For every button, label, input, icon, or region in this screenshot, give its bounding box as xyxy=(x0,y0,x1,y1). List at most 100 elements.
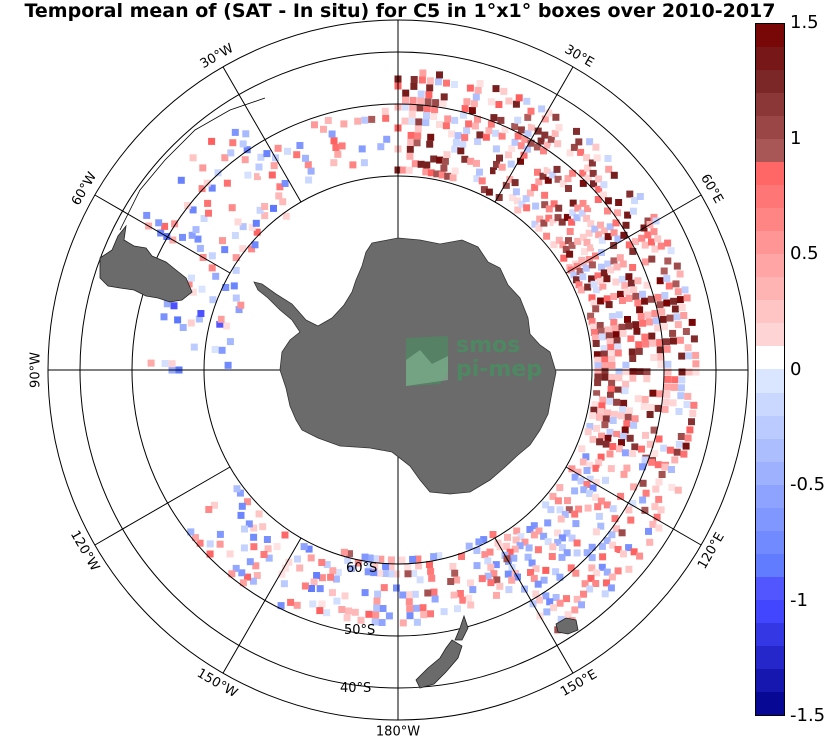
meridian-line xyxy=(565,466,702,546)
anomaly-cell xyxy=(568,534,576,542)
anomaly-cell xyxy=(240,544,248,552)
anomaly-cell xyxy=(414,132,422,140)
meridian-line xyxy=(94,194,231,274)
anomaly-cell xyxy=(372,604,380,612)
anomaly-cell xyxy=(595,185,603,193)
colorbar-step xyxy=(756,346,784,370)
anomaly-cell xyxy=(239,223,247,231)
anomaly-cell xyxy=(559,241,567,249)
new-zealand xyxy=(415,639,463,689)
anomaly-cell xyxy=(628,341,636,349)
anomaly-cell xyxy=(615,445,623,453)
anomaly-cell xyxy=(584,205,592,213)
anomaly-cell xyxy=(527,139,535,147)
anomaly-cell xyxy=(614,235,622,243)
anomaly-cell xyxy=(187,528,195,536)
anomaly-cell xyxy=(411,590,419,598)
anomaly-cell xyxy=(565,506,573,514)
anomaly-cell xyxy=(555,204,563,212)
anomaly-cell xyxy=(224,361,232,369)
anomaly-cell xyxy=(525,544,533,552)
anomaly-cell xyxy=(657,361,665,368)
anomaly-cell xyxy=(333,597,341,605)
anomaly-cell xyxy=(652,485,660,493)
anomaly-cell xyxy=(673,262,681,270)
anomaly-cell xyxy=(570,143,578,151)
colorbar-step xyxy=(756,47,784,71)
colorbar-tick-label: 0.5 xyxy=(790,243,819,264)
anomaly-cell xyxy=(189,154,197,162)
anomaly-cell xyxy=(370,569,378,577)
anomaly-cell xyxy=(616,254,624,262)
anomaly-cell xyxy=(378,619,386,626)
anomaly-cell xyxy=(591,225,599,233)
anomaly-cell xyxy=(583,239,591,246)
anomaly-cell xyxy=(251,241,259,249)
anomaly-cell xyxy=(496,154,503,162)
anomaly-cell xyxy=(607,391,614,399)
anomaly-cell xyxy=(532,202,540,210)
anomaly-cell xyxy=(373,597,381,605)
anomaly-cell xyxy=(190,343,198,351)
anomaly-cell xyxy=(433,170,441,178)
anomaly-cell xyxy=(552,113,560,121)
anomaly-cell xyxy=(487,579,495,587)
anomaly-cell xyxy=(549,171,557,179)
anomaly-cell xyxy=(609,505,617,513)
anomaly-cell xyxy=(680,450,688,458)
anomaly-cell xyxy=(221,154,229,162)
anomaly-cell xyxy=(246,558,254,566)
anomaly-cell xyxy=(302,154,309,162)
anomaly-cell xyxy=(349,161,357,169)
anomaly-cell xyxy=(293,151,301,159)
anomaly-cell xyxy=(556,599,564,607)
anomaly-cell xyxy=(644,311,652,319)
anomaly-cell xyxy=(218,346,226,354)
antarctica-landmass xyxy=(253,237,557,495)
anomaly-cell xyxy=(473,175,481,183)
anomaly-cell xyxy=(239,245,247,253)
anomaly-cell xyxy=(543,141,551,149)
anomaly-cell xyxy=(307,554,315,562)
anomaly-cell xyxy=(608,374,616,381)
anomaly-cell xyxy=(228,570,236,578)
anomaly-cell xyxy=(613,263,621,271)
anomaly-cell xyxy=(614,567,622,575)
anomaly-cell xyxy=(366,603,374,611)
anomaly-cell xyxy=(425,91,433,99)
anomaly-cell xyxy=(372,555,379,563)
anomaly-cell xyxy=(456,590,464,597)
anomaly-cell xyxy=(604,233,612,241)
anomaly-cell xyxy=(598,542,606,550)
anomaly-cell xyxy=(500,87,508,95)
anomaly-cell xyxy=(233,485,241,493)
anomaly-cell xyxy=(423,161,431,169)
anomaly-cell xyxy=(465,594,473,602)
anomaly-cell xyxy=(535,224,543,232)
anomaly-cell xyxy=(595,459,603,467)
anomaly-cell xyxy=(592,286,600,294)
anomaly-cell xyxy=(592,464,600,472)
anomaly-cell xyxy=(296,564,304,572)
anomaly-cell xyxy=(657,242,665,250)
anomaly-cell xyxy=(598,333,606,341)
anomaly-cell xyxy=(473,547,481,554)
anomaly-cell xyxy=(340,548,348,556)
anomaly-cell xyxy=(661,405,669,413)
anomaly-cell xyxy=(678,352,686,360)
longitude-label: 180°W xyxy=(376,725,420,740)
longitude-label: 90°W xyxy=(29,352,44,388)
anomaly-cell xyxy=(480,536,488,544)
anomaly-cell xyxy=(530,522,538,530)
anomaly-cell xyxy=(250,524,258,532)
anomaly-cell xyxy=(549,492,557,500)
anomaly-cell xyxy=(565,237,572,245)
anomaly-cell xyxy=(589,200,597,208)
anomaly-cell xyxy=(678,304,686,311)
anomaly-cell xyxy=(613,430,621,438)
anomaly-cell xyxy=(612,219,620,227)
anomaly-cell xyxy=(586,585,594,593)
anomaly-cell xyxy=(518,200,526,208)
meridian-line xyxy=(494,66,574,203)
anomaly-cell xyxy=(480,186,488,194)
